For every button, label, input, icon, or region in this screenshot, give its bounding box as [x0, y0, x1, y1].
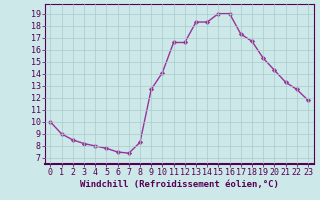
X-axis label: Windchill (Refroidissement éolien,°C): Windchill (Refroidissement éolien,°C) [80, 180, 279, 189]
